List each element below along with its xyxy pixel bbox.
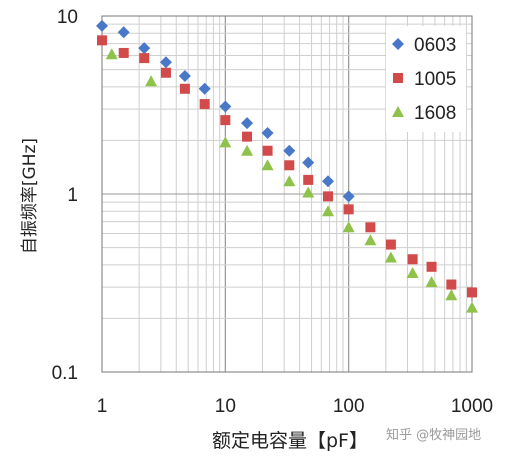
data-point-1005 (262, 145, 273, 156)
legend-marker-1608 (392, 106, 404, 117)
y-tick-label: 1 (67, 185, 78, 206)
data-point-1005 (97, 35, 107, 46)
data-point-1005 (199, 99, 210, 110)
data-point-1608 (342, 221, 355, 233)
legend-label-0603: 0603 (414, 35, 456, 56)
data-point-0603 (302, 156, 315, 169)
y-tick-label: 0.1 (52, 363, 78, 384)
data-point-1005 (303, 174, 314, 185)
data-point-1608 (261, 159, 274, 171)
series-1608 (105, 48, 478, 313)
data-point-1608 (105, 48, 118, 60)
legend-label-1005: 1005 (414, 69, 456, 90)
watermark: 知乎 @牧神园地 (386, 428, 482, 443)
data-point-1005 (220, 115, 231, 126)
data-point-0603 (138, 42, 151, 55)
plot-frame (101, 15, 473, 373)
data-point-1608 (145, 75, 158, 87)
data-point-1005 (118, 47, 129, 58)
x-tick-label: 10 (215, 396, 236, 417)
data-point-1608 (302, 186, 315, 198)
data-point-1005 (284, 160, 295, 171)
data-point-1608 (445, 289, 458, 301)
data-point-1608 (466, 301, 478, 313)
data-point-1608 (425, 276, 438, 288)
data-point-0603 (342, 190, 355, 203)
y-tick-label: 10 (57, 7, 78, 28)
data-point-0603 (261, 127, 274, 140)
y-axis-label: 自振频率[GHz] (20, 138, 40, 254)
data-point-1608 (219, 136, 232, 148)
series-1005 (97, 35, 477, 298)
legend: 0603 1005 1608 (386, 26, 466, 132)
data-point-0603 (283, 144, 296, 157)
data-marks (96, 19, 478, 313)
x-tick-label: 1000 (451, 396, 493, 417)
data-point-1608 (364, 234, 377, 246)
tick-labels: 1 10 100 1000 10 1 0.1 (52, 7, 494, 417)
data-point-1005 (426, 261, 437, 272)
data-point-1005 (385, 239, 396, 250)
data-point-1005 (160, 67, 171, 78)
data-point-0603 (198, 82, 211, 95)
data-point-1005 (323, 191, 334, 202)
data-point-1005 (242, 131, 253, 142)
legend-label-1608: 1608 (414, 103, 456, 124)
series-0603 (96, 19, 355, 203)
x-tick-label: 100 (333, 396, 365, 417)
data-point-1608 (384, 251, 397, 263)
data-point-0603 (96, 19, 108, 32)
data-point-0603 (241, 117, 254, 130)
data-point-1005 (179, 83, 190, 94)
data-point-0603 (322, 175, 335, 188)
data-point-1608 (406, 266, 419, 278)
data-point-0603 (178, 70, 191, 83)
data-point-1005 (139, 53, 150, 64)
data-point-1005 (343, 204, 354, 215)
data-point-1608 (241, 144, 254, 156)
data-point-0603 (159, 56, 172, 69)
x-tick-label: 1 (97, 396, 108, 417)
legend-marker-1005 (393, 73, 403, 83)
x-axis-label: 额定电容量【pF】 (212, 430, 368, 452)
data-point-1005 (365, 222, 376, 233)
data-point-1608 (322, 205, 335, 217)
data-point-0603 (219, 100, 232, 113)
data-point-0603 (117, 26, 130, 39)
data-point-1005 (407, 254, 418, 265)
data-point-1005 (446, 279, 457, 290)
data-point-1608 (283, 175, 296, 187)
data-point-1005 (467, 287, 477, 298)
legend-marker-0603 (392, 38, 404, 50)
